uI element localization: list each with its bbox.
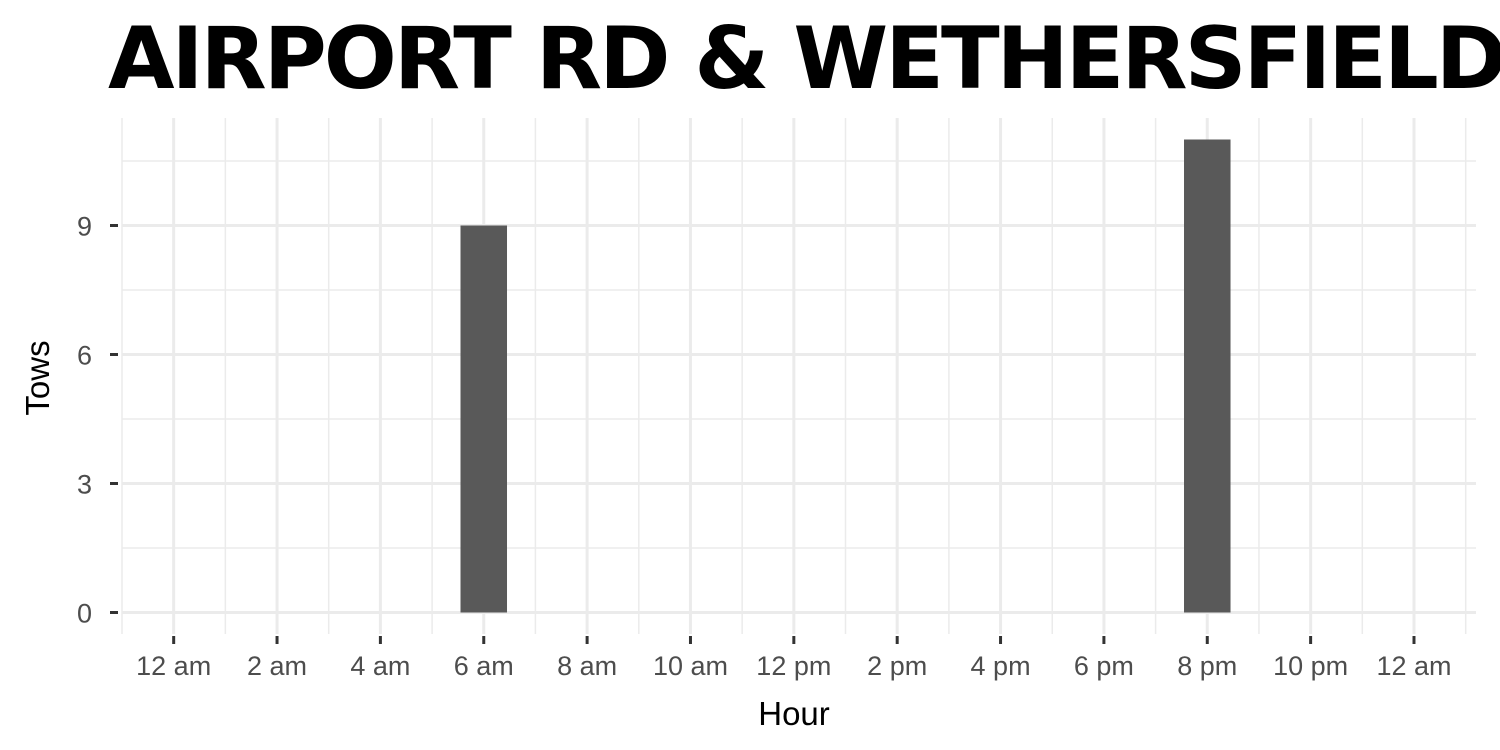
y-axis-title: Tows	[19, 340, 56, 415]
x-tick-label: 6 am	[454, 651, 514, 681]
bars	[460, 139, 1231, 613]
axes: 0 3 6 9 12 am 2 am 4 am 6 am 8 am 10 am 12 pm 2 pm 4…	[77, 212, 1452, 682]
x-tick-label: 10 am	[653, 651, 728, 681]
grid	[121, 118, 1476, 634]
x-tick-label: 10 pm	[1273, 651, 1348, 681]
x-tick-label: 8 pm	[1177, 651, 1237, 681]
y-tick-label: 6	[77, 341, 92, 371]
x-tick-label: 4 pm	[971, 651, 1031, 681]
chart-title: AIRPORT RD & WETHERSFIELD AVE	[108, 9, 1500, 109]
x-tick-label: 2 pm	[867, 651, 927, 681]
x-tick-label: 12 pm	[756, 651, 831, 681]
y-tick-label: 0	[77, 599, 92, 629]
x-tick-label: 12 am	[1376, 651, 1451, 681]
y-tick-label: 3	[77, 470, 92, 500]
x-tick-label: 6 pm	[1074, 651, 1134, 681]
bar-hour-20	[1184, 139, 1231, 613]
x-tick-label: 8 am	[557, 651, 617, 681]
x-tick-label: 2 am	[247, 651, 307, 681]
x-axis-title: Hour	[758, 695, 830, 732]
x-tick-label: 12 am	[136, 651, 211, 681]
y-tick-label: 9	[77, 212, 92, 242]
bar-hour-6	[460, 225, 508, 613]
x-tick-label: 4 am	[350, 651, 410, 681]
